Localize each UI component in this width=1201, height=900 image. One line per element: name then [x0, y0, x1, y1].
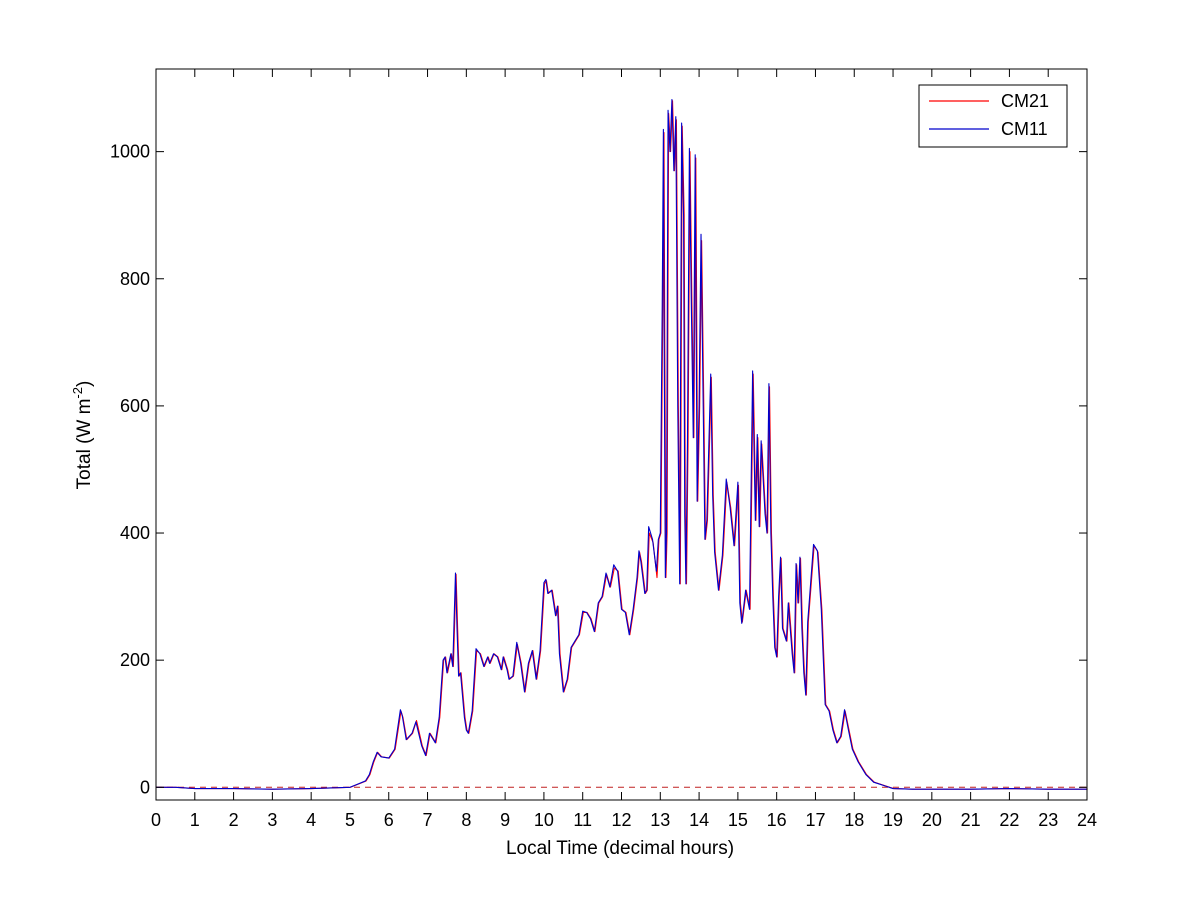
x-tick-label: 22	[999, 810, 1019, 830]
x-tick-label: 21	[961, 810, 981, 830]
plot-area	[156, 98, 1088, 790]
y-axis-label-main: Total (W m	[74, 399, 95, 490]
x-tick-label: 7	[423, 810, 433, 830]
y-axis-label: Total (W m-2)	[70, 381, 95, 490]
legend-label-cm21: CM21	[1001, 91, 1049, 111]
x-tick-label: 6	[384, 810, 394, 830]
x-tick-label: 0	[151, 810, 161, 830]
x-tick-label: 16	[767, 810, 787, 830]
x-tick-label: 14	[689, 810, 709, 830]
x-tick-label: 11	[573, 810, 592, 830]
x-tick-label: 12	[611, 810, 631, 830]
x-tick-label: 5	[345, 810, 355, 830]
legend-box	[918, 84, 1068, 148]
x-axis-label: Local Time (decimal hours)	[506, 838, 734, 859]
x-tick-label: 1	[190, 810, 200, 830]
series-line-cm11	[156, 98, 1087, 790]
y-tick-label: 1000	[110, 142, 150, 162]
x-tick-label: 13	[650, 810, 670, 830]
axes: 0 1 2 3 4 5 6 7 8 9 10 11 12 13 14 15 16 17 18 19 20 21 22 23 24…	[110, 68, 1097, 830]
x-tick-label: 17	[805, 810, 825, 830]
y-tick-label: 400	[120, 523, 150, 543]
legend-label-cm11: CM11	[1001, 119, 1048, 139]
y-tick-label: 200	[120, 650, 150, 670]
x-tick-label: 19	[883, 810, 903, 830]
x-tick-label: 3	[267, 810, 277, 830]
x-tick-label: 18	[844, 810, 864, 830]
x-tick-label: 24	[1077, 810, 1097, 830]
y-tick-label: 600	[120, 396, 150, 416]
x-tick-label: 4	[306, 810, 316, 830]
x-tick-label: 23	[1038, 810, 1058, 830]
y-axis-label-end: )	[74, 381, 95, 387]
legend: CM21 CM11	[918, 84, 1068, 148]
y-axis-label-exponent: -2	[70, 387, 85, 399]
x-tick-label: 2	[229, 810, 239, 830]
x-tick-label: 8	[461, 810, 471, 830]
x-tick-label: 20	[922, 810, 942, 830]
x-tick-label: 9	[500, 810, 510, 830]
x-tick-label: 10	[534, 810, 554, 830]
y-tick-label: 800	[120, 269, 150, 289]
x-tick-label: 15	[728, 810, 748, 830]
y-tick-label: 0	[140, 777, 150, 797]
